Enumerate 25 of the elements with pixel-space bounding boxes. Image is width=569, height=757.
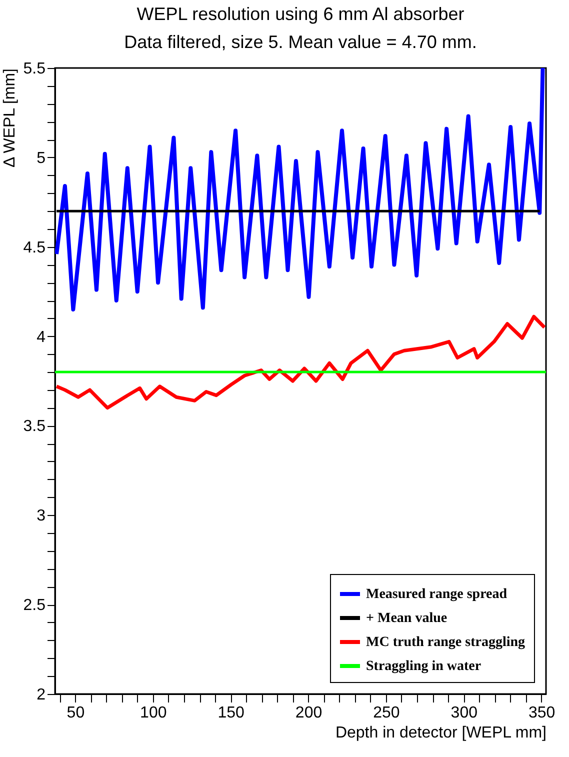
- y-tick-label: 2: [36, 686, 46, 704]
- x-tick-label: 50: [66, 704, 85, 722]
- x-tick-label: 250: [373, 704, 400, 722]
- x-tick-label: 100: [140, 704, 167, 722]
- legend-label: Straggling in water: [366, 659, 482, 674]
- y-tick-label: 3: [36, 508, 46, 525]
- x-tick-label: 300: [450, 704, 478, 722]
- y-tick-label: 5.5: [23, 60, 46, 78]
- x-tick-label: 150: [218, 704, 245, 722]
- x-tick-label: 350: [528, 704, 556, 722]
- legend-label: + Mean value: [366, 611, 448, 626]
- x-axis-title: Depth in detector [WEPL mm]: [335, 724, 546, 742]
- chart-title: WEPL resolution using 6 mm Al absorber: [136, 4, 464, 24]
- chart-subtitle: Data filtered, size 5. Mean value = 4.70 mm.: [124, 32, 477, 52]
- y-tick-label: 5: [36, 150, 46, 167]
- y-axis-title: Δ WEPL [mm]: [1, 68, 18, 168]
- x-tick-label: 200: [295, 704, 322, 722]
- y-tick-label: 2.5: [23, 597, 46, 614]
- y-tick-label: 4.5: [23, 239, 46, 256]
- legend-label: MC truth range straggling: [366, 635, 526, 650]
- line-series: [55, 314, 546, 410]
- y-tick-label: 3.5: [23, 418, 46, 436]
- legend-label: Measured range spread: [366, 587, 508, 602]
- line-series: [55, 68, 545, 312]
- y-tick-label: 4: [36, 328, 46, 346]
